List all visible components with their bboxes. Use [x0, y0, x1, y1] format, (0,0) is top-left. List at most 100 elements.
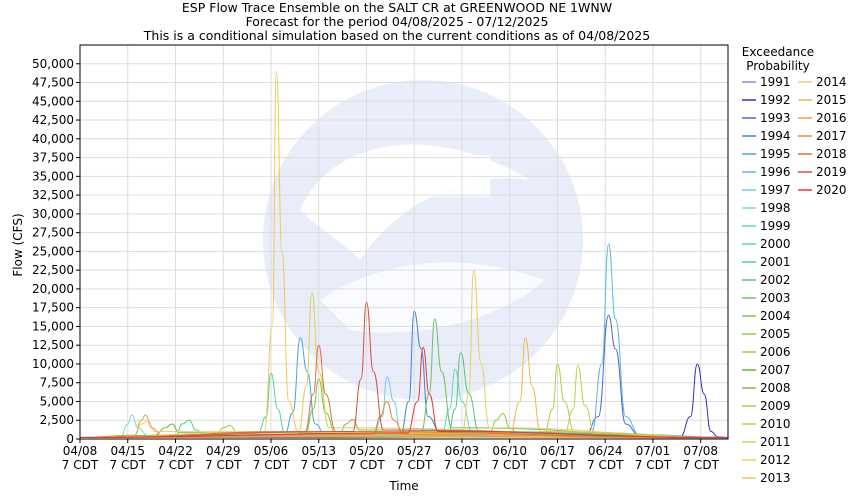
y-tick-label: 22,500 — [32, 263, 74, 277]
legend-label-1994: 1994 — [760, 129, 791, 143]
legend-label-2009: 2009 — [760, 399, 791, 413]
x-tick-label-date: 06/10 — [492, 444, 527, 458]
x-tick-label-time: 7 CDT — [301, 458, 338, 472]
legend-label-2014: 2014 — [816, 75, 847, 89]
legend-label-1993: 1993 — [760, 111, 791, 125]
legend-label-1996: 1996 — [760, 165, 791, 179]
legend-label-2002: 2002 — [760, 273, 791, 287]
x-tick-label-time: 7 CDT — [253, 458, 290, 472]
y-tick-label: 12,500 — [32, 338, 74, 352]
x-tick-label-time: 7 CDT — [110, 458, 147, 472]
legend-label-2015: 2015 — [816, 93, 847, 107]
y-tick-label: 42,500 — [32, 113, 74, 127]
legend-label-2020: 2020 — [816, 183, 847, 197]
x-tick-label-time: 7 CDT — [492, 458, 529, 472]
y-tick-label: 0 — [66, 432, 74, 446]
y-tick-label: 2,500 — [40, 413, 74, 427]
legend-label-2005: 2005 — [760, 327, 791, 341]
legend-label-1995: 1995 — [760, 147, 791, 161]
series-line-2020 — [79, 346, 729, 438]
y-tick-label: 40,000 — [32, 132, 74, 146]
y-tick-label: 45,000 — [32, 94, 74, 108]
x-tick-label-date: 07/08 — [683, 444, 718, 458]
legend-title-line1: Exceedance — [742, 45, 814, 59]
y-tick-label: 17,500 — [32, 301, 74, 315]
y-tick-label: 32,500 — [32, 188, 74, 202]
x-tick-label-time: 7 CDT — [683, 458, 720, 472]
x-tick-label-date: 04/29 — [206, 444, 241, 458]
y-tick-label: 25,000 — [32, 244, 74, 258]
legend-label-2008: 2008 — [760, 381, 791, 395]
series-line-2012 — [79, 269, 729, 438]
legend-label-2000: 2000 — [760, 237, 791, 251]
series-line-2017 — [79, 400, 729, 438]
x-tick-label-time: 7 CDT — [396, 458, 433, 472]
x-tick-label-date: 05/13 — [301, 444, 336, 458]
x-tick-label-date: 04/22 — [158, 444, 193, 458]
plot-frame — [79, 44, 729, 440]
x-tick-label-date: 05/27 — [397, 444, 432, 458]
legend-items: 1991 1992 1993 1994 1995 1996 1997 1998 1999 2000… — [742, 75, 847, 485]
legend-label-2012: 2012 — [760, 453, 791, 467]
y-tick-label: 20,000 — [32, 282, 74, 296]
legend-title-line2: Probability — [746, 59, 809, 73]
y-tick-label: 35,000 — [32, 169, 74, 183]
x-tick-label-time: 7 CDT — [587, 458, 624, 472]
legend-label-2013: 2013 — [760, 471, 791, 485]
chart-title: ESP Flow Trace Ensemble on the SALT CR a… — [182, 0, 612, 15]
y-axis-ticks: 0 2,500 5,000 7,500 10,000 12,500 15,000 17,500… — [32, 57, 80, 446]
legend-label-2016: 2016 — [816, 111, 847, 125]
y-tick-label: 47,500 — [32, 76, 74, 90]
chart-subtitle-2: This is a conditional simulation based o… — [143, 28, 650, 43]
y-tick-label: 5,000 — [40, 394, 74, 408]
legend-label-2003: 2003 — [760, 291, 791, 305]
x-tick-label-date: 04/08 — [63, 444, 98, 458]
y-axis-label: Flow (CFS) — [11, 213, 25, 276]
noaa-watermark — [263, 80, 583, 400]
x-tick-label-time: 7 CDT — [539, 458, 576, 472]
y-tick-label: 7,500 — [40, 376, 74, 390]
x-tick-label-time: 7 CDT — [205, 458, 242, 472]
legend-label-2001: 2001 — [760, 255, 791, 269]
legend-label-2019: 2019 — [816, 165, 847, 179]
legend-label-1997: 1997 — [760, 183, 791, 197]
x-axis-label: Time — [388, 479, 418, 493]
x-tick-label-date: 05/20 — [349, 444, 384, 458]
legend-label-1998: 1998 — [760, 201, 791, 215]
legend: Exceedance Probability 19911992199319941… — [742, 45, 847, 485]
x-tick-label-date: 06/24 — [588, 444, 623, 458]
legend-label-1992: 1992 — [760, 93, 791, 107]
series-line-2016 — [79, 414, 729, 438]
x-tick-label-time: 7 CDT — [62, 458, 99, 472]
y-tick-label: 37,500 — [32, 151, 74, 165]
legend-label-2004: 2004 — [760, 309, 791, 323]
legend-label-2010: 2010 — [760, 417, 791, 431]
y-tick-label: 27,500 — [32, 226, 74, 240]
y-tick-label: 15,000 — [32, 319, 74, 333]
x-tick-label-date: 07/01 — [636, 444, 671, 458]
y-tick-label: 30,000 — [32, 207, 74, 221]
x-tick-label-time: 7 CDT — [157, 458, 194, 472]
legend-label-2007: 2007 — [760, 363, 791, 377]
y-tick-label: 50,000 — [32, 57, 74, 71]
legend-label-1991: 1991 — [760, 75, 791, 89]
x-tick-label-date: 06/17 — [540, 444, 575, 458]
series-lines — [79, 70, 729, 439]
legend-label-1999: 1999 — [760, 219, 791, 233]
x-tick-label-time: 7 CDT — [444, 458, 481, 472]
plot-area: 0 2,500 5,000 7,500 10,000 12,500 15,000 17,500… — [32, 44, 729, 472]
y-tick-label: 10,000 — [32, 357, 74, 371]
legend-label-2006: 2006 — [760, 345, 791, 359]
x-tick-label-date: 06/03 — [445, 444, 480, 458]
x-tick-label-date: 04/15 — [110, 444, 145, 458]
x-tick-label-time: 7 CDT — [348, 458, 385, 472]
chart-subtitle: Forecast for the period 04/08/2025 - 07/… — [246, 14, 549, 29]
x-tick-label-date: 05/06 — [254, 444, 289, 458]
legend-label-2018: 2018 — [816, 147, 847, 161]
series-line-2018 — [79, 344, 729, 438]
legend-label-2017: 2017 — [816, 129, 847, 143]
x-tick-label-time: 7 CDT — [635, 458, 672, 472]
legend-label-2011: 2011 — [760, 435, 791, 449]
